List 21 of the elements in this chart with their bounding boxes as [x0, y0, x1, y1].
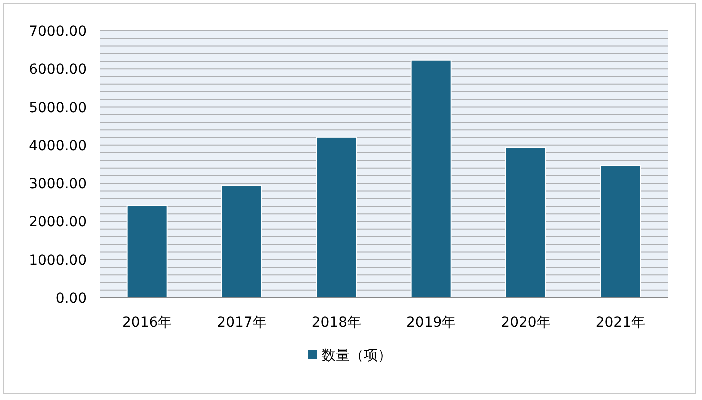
bar — [600, 165, 642, 298]
bar — [222, 185, 262, 298]
bar — [126, 205, 168, 298]
legend-label: 数量（项） — [322, 348, 392, 364]
y-tick-label: 1000.00 — [29, 252, 87, 269]
x-tick-label: 2016年 — [122, 315, 172, 331]
x-tick-label: 2020年 — [501, 315, 551, 331]
y-tick-label: 0.00 — [56, 291, 87, 307]
bar — [316, 136, 358, 298]
bar — [410, 60, 452, 298]
y-tick-label: 6000.00 — [29, 62, 87, 78]
x-tick-label: 2017年 — [217, 315, 267, 331]
x-tick-label: 2019年 — [406, 315, 456, 331]
y-tick-label: 2000.00 — [29, 214, 87, 231]
x-tick-label: 2018年 — [312, 315, 362, 331]
y-tick-label: 3000.00 — [29, 176, 87, 193]
y-tick-label: 4000.00 — [29, 138, 87, 154]
y-tick-label: 7000.00 — [29, 24, 87, 40]
x-tick-label: 2021年 — [596, 315, 646, 331]
y-tick-label: 5000.00 — [29, 100, 87, 116]
bar — [506, 147, 546, 298]
